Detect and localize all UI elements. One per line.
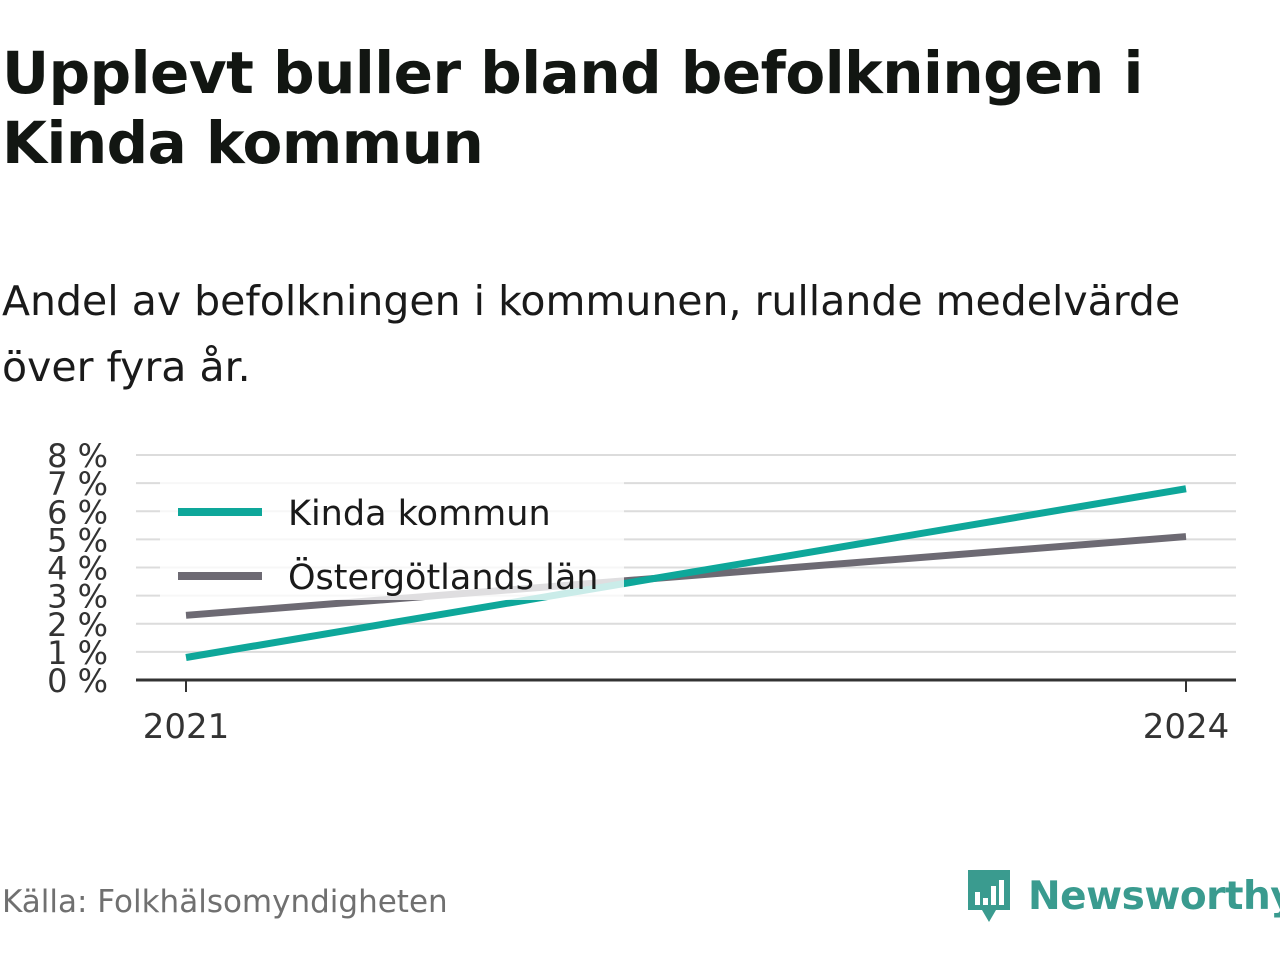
source-note: Källa: Folkhälsomyndigheten (2, 884, 448, 920)
x-tick-label: 2021 (143, 707, 230, 747)
brand-name: Newsworthy (1028, 873, 1280, 919)
y-tick-label: 3 % (47, 578, 108, 616)
newsworthy-logo-icon (968, 870, 1010, 922)
chart-title: Upplevt buller bland befolkningen i Kind… (2, 39, 1143, 177)
y-tick-label: 0 % (47, 662, 108, 700)
line-chart: 0 %1 %2 %3 %4 %5 %6 %7 %8 % Kinda kommun… (47, 437, 1236, 747)
chart-subtitle: Andel av befolkningen i kommunen, rullan… (2, 277, 1181, 391)
series-line-kinda (185, 485, 1187, 661)
legend-label: Östergötlands län (288, 556, 598, 598)
y-axis-labels: 0 %1 %2 %3 %4 %5 %6 %7 %8 % (47, 437, 108, 700)
y-tick-label: 6 % (47, 493, 108, 531)
brand-logo: Newsworthy (964, 864, 1280, 928)
y-tick-label: 8 % (47, 437, 108, 475)
legend: Kinda kommun Östergötlands län (160, 480, 624, 600)
y-tick-label: 7 % (47, 465, 108, 503)
legend-label: Kinda kommun (288, 494, 551, 534)
y-tick-label: 4 % (47, 550, 108, 588)
y-tick-label: 2 % (47, 606, 108, 644)
x-tick-label: 2024 (1143, 707, 1230, 747)
series-lines (185, 485, 1187, 661)
y-tick-label: 5 % (47, 521, 108, 559)
x-axis: 2021 2024 (136, 678, 1236, 747)
y-tick-label: 1 % (47, 634, 108, 672)
